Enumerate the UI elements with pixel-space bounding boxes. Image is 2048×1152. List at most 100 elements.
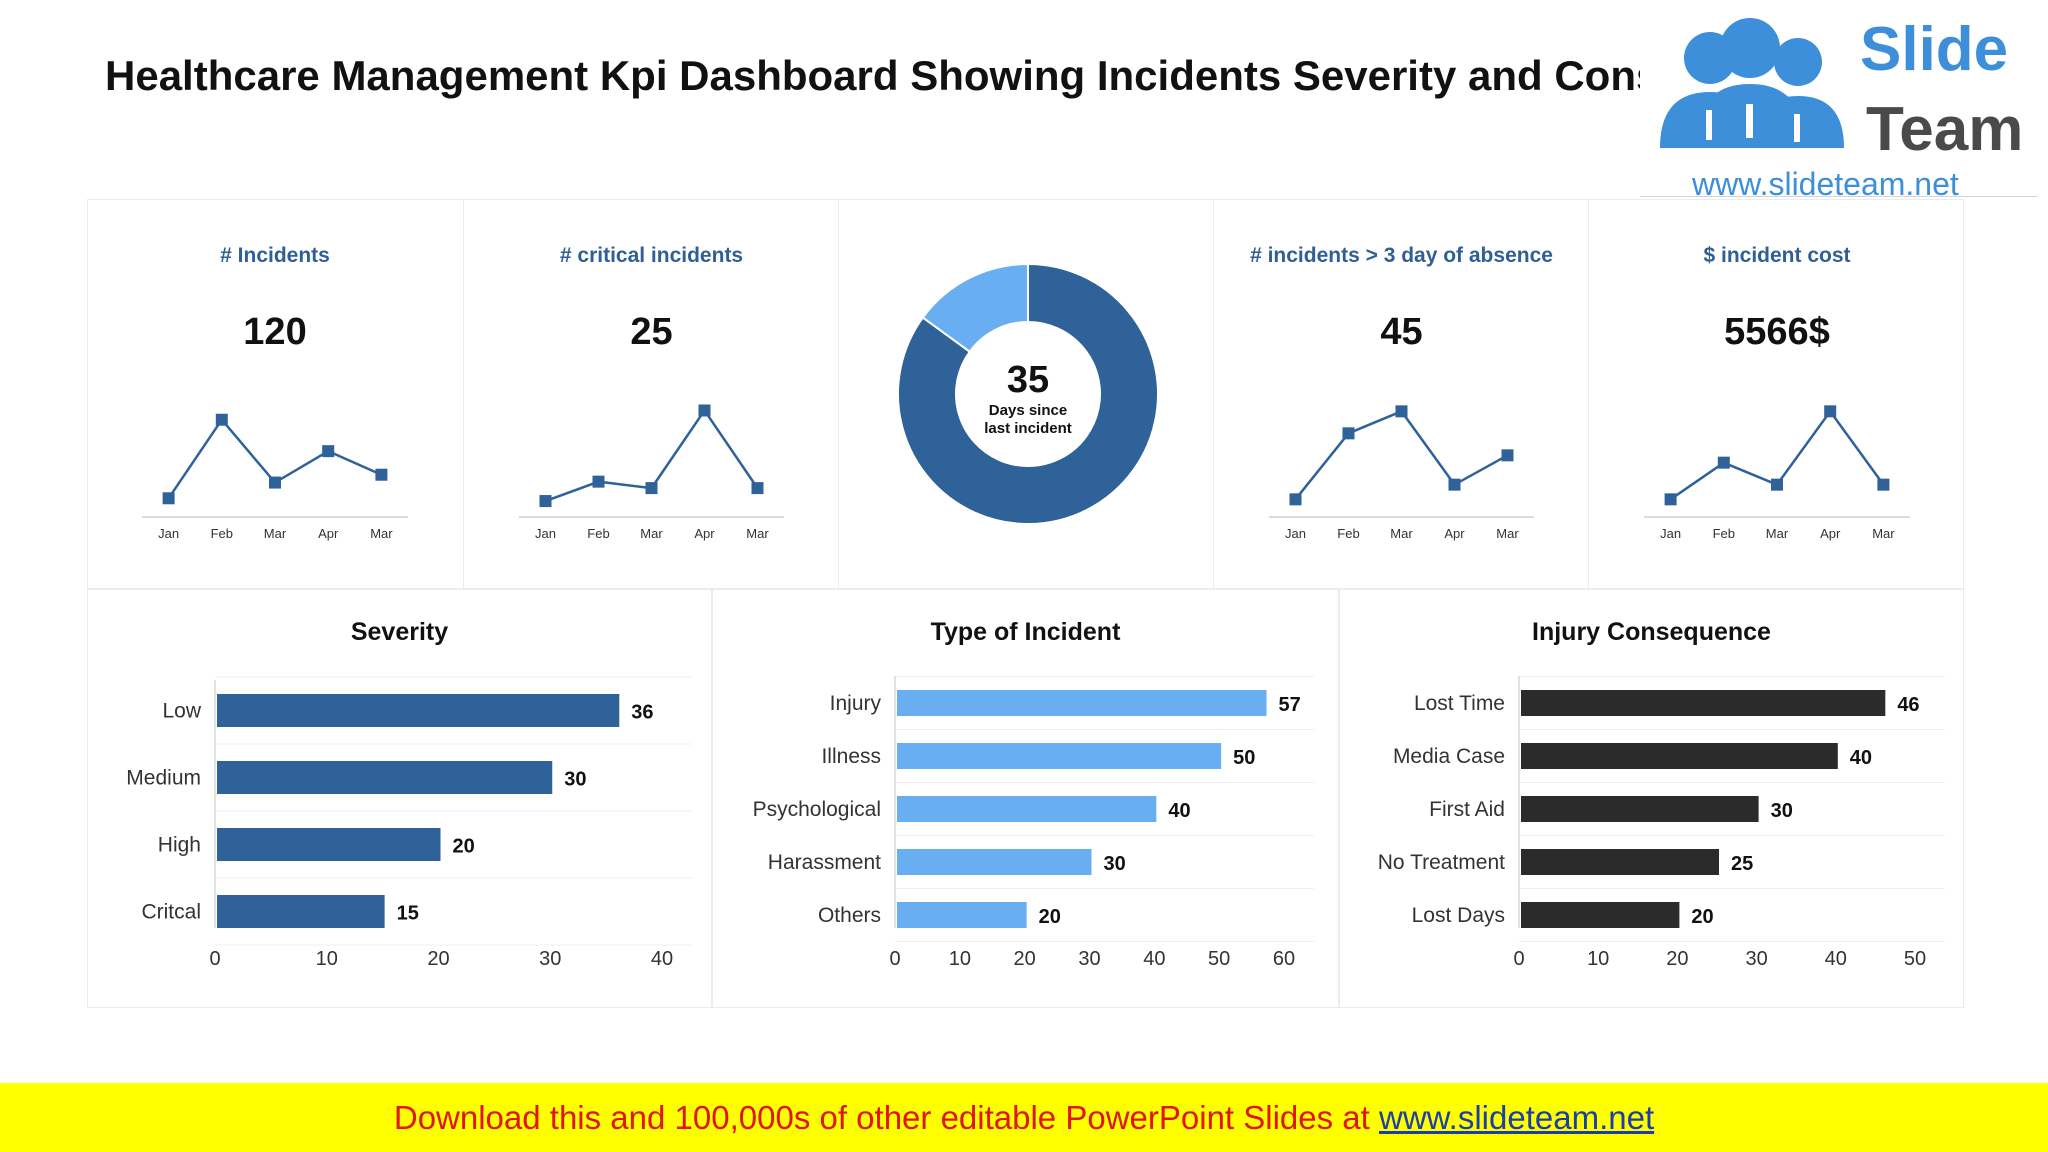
x-tick-label: Mar xyxy=(640,526,663,541)
x-tick-label: 0 xyxy=(1513,948,1524,970)
bar xyxy=(217,828,441,861)
sparkline-chart: Jan Feb Mar Apr Mar xyxy=(142,413,408,541)
data-label: 20 xyxy=(453,836,475,858)
bar xyxy=(1521,690,1886,716)
kpi-value: 120 xyxy=(243,311,307,353)
sparkline-chart: Jan Feb Mar Apr Mar xyxy=(1269,405,1534,541)
data-point xyxy=(1664,493,1677,506)
type-of-incident-panel: Type of Incident Injury 57 Illness 50 Psycho… xyxy=(712,589,1339,1008)
category-label: No Treatment xyxy=(1378,851,1505,874)
people-logo-icon: Slide Team www.slideteam.net xyxy=(1660,15,2023,202)
data-label: 36 xyxy=(631,702,653,724)
page-title: Healthcare Management Kpi Dashboard Show… xyxy=(105,52,1854,99)
kpi-incident-cost: $ incident cost 5566$ Jan Feb Mar Apr Mar xyxy=(1588,199,1965,589)
data-point xyxy=(1771,478,1783,491)
bar xyxy=(897,743,1222,769)
bar xyxy=(897,796,1157,822)
chart-title: Type of Incident xyxy=(930,618,1121,646)
data-point xyxy=(162,492,175,505)
x-tick-label: 10 xyxy=(1587,948,1609,970)
data-point xyxy=(1824,405,1837,418)
category-label: First Aid xyxy=(1429,798,1505,821)
category-label: Media Case xyxy=(1393,745,1505,768)
injury-consequence-bar-chart: Lost Time 46 Media Case 40 First Aid 30 No Tre… xyxy=(1378,676,1945,970)
data-point xyxy=(269,476,281,489)
category-label: Psychological xyxy=(753,798,881,821)
data-point xyxy=(645,482,658,495)
kpi-title: # Incidents xyxy=(220,244,330,267)
donut-slice xyxy=(897,262,1159,525)
x-tick-label: Mar xyxy=(370,526,393,541)
kpi-value: 25 xyxy=(630,311,673,353)
bar xyxy=(217,895,385,928)
sparkline-chart: Jan Feb Mar Apr Mar xyxy=(1644,405,1910,541)
bar xyxy=(1521,849,1719,875)
category-label: Lost Time xyxy=(1414,692,1505,715)
kpi-incidents: # Incidents 120 Jan Feb Mar Apr Mar xyxy=(87,199,463,589)
x-tick-label: 40 xyxy=(1143,948,1165,970)
x-tick-label: 20 xyxy=(1014,948,1036,970)
data-label: 40 xyxy=(1168,800,1190,822)
kpi-value: 5566$ xyxy=(1724,311,1830,353)
x-tick-label: Jan xyxy=(1660,526,1681,541)
bar xyxy=(1521,743,1838,769)
x-tick-label: Feb xyxy=(587,526,609,541)
kpi-title: $ incident cost xyxy=(1703,244,1851,267)
x-tick-label: 60 xyxy=(1273,948,1295,970)
x-tick-label: Mar xyxy=(1390,526,1413,541)
x-tick-label: Apr xyxy=(694,526,715,541)
data-point xyxy=(751,482,764,495)
bar xyxy=(217,761,553,794)
logo-word-slide: Slide xyxy=(1860,15,2008,84)
donut-slice xyxy=(921,262,1029,354)
kpi-row xyxy=(87,199,1964,589)
bar xyxy=(897,902,1027,928)
kpi-value: 45 xyxy=(1380,311,1423,353)
category-label: Low xyxy=(162,700,201,723)
data-point xyxy=(1448,478,1461,491)
data-label: 57 xyxy=(1279,694,1301,716)
x-tick-label: Feb xyxy=(1713,526,1735,541)
data-point xyxy=(1877,478,1890,491)
data-point xyxy=(1717,456,1730,469)
data-label: 30 xyxy=(564,769,586,791)
x-tick-label: Mar xyxy=(264,526,287,541)
x-tick-label: 50 xyxy=(1904,948,1926,970)
kpi-absence-incidents: # incidents > 3 day of absence 45 Jan Feb… xyxy=(1213,199,1589,589)
x-tick-label: Mar xyxy=(1766,526,1789,541)
banner-link[interactable]: www.slideteam.net xyxy=(1379,1099,1655,1136)
x-tick-label: 20 xyxy=(427,948,449,970)
x-tick-label: Jan xyxy=(1285,526,1306,541)
bar xyxy=(1521,796,1759,822)
data-label: 30 xyxy=(1771,800,1793,822)
data-point xyxy=(1289,493,1302,506)
data-point xyxy=(698,404,711,417)
sparkline-chart: Jan Feb Mar Apr Mar xyxy=(519,404,784,541)
x-tick-label: Feb xyxy=(1337,526,1359,541)
category-label: High xyxy=(158,834,201,857)
bar xyxy=(897,690,1267,716)
data-label: 25 xyxy=(1731,853,1753,875)
injury-consequence-panel: Injury Consequence Lost Time 46 Media Case… xyxy=(1339,589,1964,1008)
severity-panel: Severity Low 36 Medium 30 High 20 Critcal 15 0 10… xyxy=(87,589,712,1008)
category-label: Illness xyxy=(821,745,881,768)
category-label: Critcal xyxy=(141,901,201,924)
x-tick-label: 10 xyxy=(949,948,971,970)
kpi-title: # critical incidents xyxy=(559,244,744,267)
series-line xyxy=(1294,409,1509,501)
kpi-critical-incidents: # critical incidents 25 Jan Feb Mar Apr Mar xyxy=(463,199,839,589)
severity-bar-chart: Low 36 Medium 30 High 20 Critcal 15 0 10 20 30 40 xyxy=(126,676,692,970)
donut-caption: Days since xyxy=(989,402,1067,419)
data-label: 40 xyxy=(1850,747,1872,769)
data-point xyxy=(539,495,552,508)
bar xyxy=(1521,902,1680,928)
logo-word-team: Team xyxy=(1866,95,2023,164)
category-label: Others xyxy=(818,904,881,927)
data-point xyxy=(1342,427,1355,440)
incident-type-bar-chart: Injury 57 Illness 50 Psychological 40 Harassme… xyxy=(753,676,1314,970)
x-tick-label: 30 xyxy=(1078,948,1100,970)
slideteam-logo: Slide Team www.slideteam.net xyxy=(1640,0,2038,202)
x-tick-label: Apr xyxy=(318,526,339,541)
x-tick-label: Mar xyxy=(1496,526,1519,541)
